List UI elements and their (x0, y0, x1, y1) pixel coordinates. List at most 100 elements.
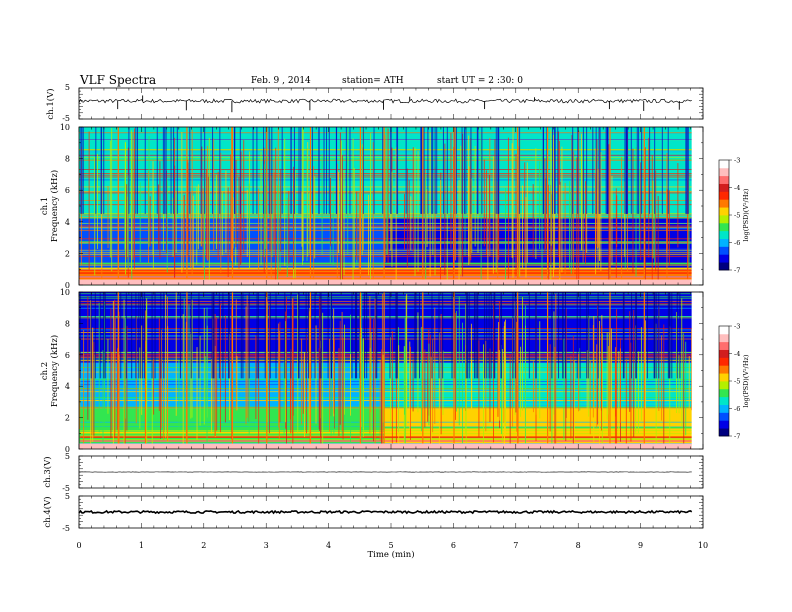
spectrogram-sferic (391, 171, 393, 267)
spectrogram-gap (281, 127, 283, 214)
spectrogram-sferic (474, 145, 476, 247)
spectrogram-sferic (356, 191, 358, 261)
spectrogram-gap (293, 127, 295, 214)
spectrogram-gap (320, 292, 322, 379)
spectrogram-gap (490, 292, 492, 379)
spectrogram-sferic (178, 360, 180, 431)
spectrogram-gap (562, 292, 564, 379)
spectrogram-gap (125, 292, 127, 379)
spectrogram-gap (622, 292, 624, 379)
spectrogram-gap (140, 292, 142, 379)
spectrogram-gap (625, 127, 627, 214)
spectrogram-sferic (616, 309, 618, 448)
x-axis-label: Time (min) (367, 549, 414, 560)
x-tick-label: 0 (76, 541, 81, 550)
spectrogram-strong-sferic (609, 292, 611, 449)
spectrogram-gap (212, 292, 214, 379)
spectrogram-sferic (424, 349, 426, 428)
spectrogram-sferic (302, 358, 304, 414)
spectrogram-sferic (132, 133, 134, 260)
spectrogram-gap (641, 127, 643, 214)
spectrogram-gap (577, 127, 579, 214)
spectrogram-sferic (159, 161, 161, 260)
spectrogram-gap (311, 127, 313, 214)
spectrogram-gap (431, 292, 433, 379)
spectrogram-sferic (94, 354, 96, 424)
spectrogram-gap (211, 292, 213, 379)
spectrogram-gap (248, 292, 250, 379)
spectrogram-gap (557, 127, 559, 214)
spectrogram-gap (415, 292, 417, 379)
spectrogram-sferic (390, 337, 391, 427)
spectrogram-sferic (352, 138, 354, 284)
spectrogram-gap (626, 127, 628, 214)
ch2-spectrogram-ytick: 8 (65, 319, 70, 328)
spectrogram-strong-sferic (117, 292, 119, 449)
spectrogram-sferic (118, 354, 120, 448)
spectrogram-gap (165, 127, 167, 214)
spectrogram-sferic (501, 344, 502, 435)
spectrogram-sferic (373, 318, 374, 442)
spectrogram-gap (198, 292, 200, 379)
spectrogram-line (79, 436, 692, 438)
spectrogram-gap (668, 292, 670, 379)
spectrogram-gap (414, 292, 416, 379)
spectrogram-gap (376, 292, 378, 379)
spectrogram-sferic (92, 327, 94, 442)
station-label: station= ATH (342, 76, 404, 86)
spectrogram-sferic (608, 332, 610, 415)
spectrogram-gap (419, 292, 421, 379)
spectrogram-gap (427, 127, 429, 214)
spectrogram-line (79, 332, 692, 333)
spectrogram-gap (519, 127, 521, 214)
spectrogram-sferic (206, 145, 208, 261)
spectrogram-sferic (427, 355, 429, 422)
spectrogram-sferic (652, 180, 654, 259)
ch2-colorbar: -3 -4 -5 -6 -7 log(PSD)(V²/Hz) (718, 323, 750, 441)
spectrogram-gap (142, 292, 144, 379)
spectrogram-gap (582, 127, 584, 214)
spectrogram-gap (212, 127, 214, 214)
spectrogram-gap (587, 292, 589, 379)
spectrogram-strong-sferic (453, 292, 455, 449)
spectrogram-sferic (214, 313, 216, 437)
spectrogram-sferic (278, 330, 280, 439)
spectrogram-sferic (412, 358, 414, 412)
spectrogram-sferic (535, 148, 537, 260)
spectrogram-sferic (139, 347, 141, 429)
spectrogram-sferic (216, 317, 218, 431)
spectrogram-gap (356, 292, 358, 379)
spectrogram-sferic (152, 186, 154, 270)
spectrogram-sferic (111, 128, 113, 272)
spectrogram-sferic (305, 334, 307, 434)
spectrogram-sferic (550, 148, 552, 246)
spectrogram-sferic (563, 338, 565, 440)
spectrogram-sferic (370, 133, 372, 263)
spectrogram-sferic (511, 143, 513, 258)
spectrogram-line (79, 132, 692, 134)
spectrogram-sferic (231, 306, 233, 440)
spectrogram-line (79, 351, 692, 353)
spectrogram-sferic (561, 146, 563, 273)
spectrogram-sferic (306, 147, 308, 261)
spectrogram-sferic (334, 338, 335, 429)
spectrogram-line (79, 388, 692, 390)
spectrogram-sferic (541, 148, 543, 281)
spectrogram-sferic (297, 294, 299, 433)
spectrogram-sferic (172, 197, 174, 257)
spectrogram-gap (396, 127, 398, 214)
spectrogram-gap (455, 127, 457, 214)
spectrogram-gap (420, 127, 422, 214)
spectrogram-sferic (430, 334, 431, 445)
spectrogram-line (79, 437, 692, 439)
spectrogram-gap (79, 292, 81, 379)
spectrogram-gap (252, 127, 254, 214)
spectrogram-gap (474, 292, 476, 379)
spectrogram-sferic (286, 197, 288, 278)
spectrogram-sferic (505, 187, 506, 283)
colorbar-swatch (719, 222, 729, 232)
spectrogram-gap (257, 292, 259, 379)
spectrogram-sferic (232, 197, 234, 249)
spectrogram-gap (318, 127, 320, 214)
spectrogram-sferic (269, 139, 271, 252)
